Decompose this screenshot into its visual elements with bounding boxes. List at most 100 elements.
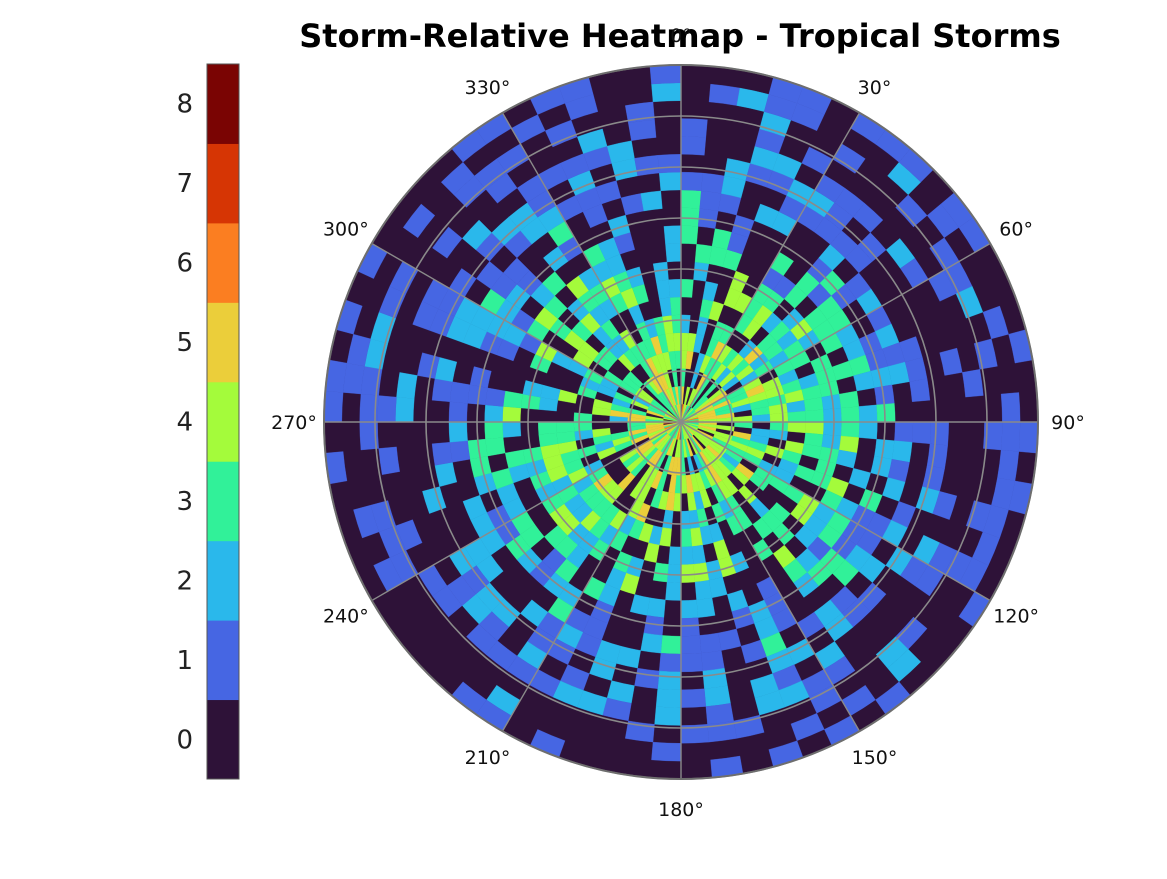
heatmap-cell: [449, 440, 471, 463]
heatmap-cell: [876, 403, 896, 423]
heatmap-cell: [665, 581, 682, 601]
heatmap-cell: [740, 639, 767, 664]
heatmap-cell: [839, 390, 859, 409]
heatmap-cell: [395, 396, 415, 423]
colorbar-frame: [206, 63, 240, 780]
heatmap-cell: [657, 670, 682, 690]
heatmap-cell: [805, 409, 824, 423]
heatmap-cell: [668, 546, 682, 565]
heatmap-cell: [702, 281, 719, 302]
heatmap-cell: [894, 421, 914, 443]
colorbar-tick-label: 8: [176, 90, 193, 120]
heatmap-cell: [680, 688, 707, 708]
polar-grid-spoke: [680, 421, 991, 602]
heatmap-cell: [652, 562, 669, 583]
angle-label: 180°: [658, 799, 704, 821]
heatmap-cell: [680, 279, 694, 298]
heatmap-cell: [694, 580, 713, 600]
heatmap-cell: [449, 381, 471, 404]
heatmap-cell: [805, 421, 824, 435]
heatmap-cell: [555, 421, 575, 434]
heatmap-cell: [973, 338, 998, 370]
heatmap-cell: [704, 685, 731, 707]
heatmap-cell: [502, 406, 522, 423]
heatmap-cell: [1000, 392, 1021, 423]
colorbar-segment: [207, 302, 239, 383]
heatmap-cell: [680, 546, 694, 565]
heatmap-cell: [651, 741, 682, 762]
heatmap-cell: [823, 421, 842, 437]
heatmap-cell: [705, 703, 734, 725]
colorbar: 0 1 2 3 4 5 6 7 8: [176, 63, 240, 780]
heatmap-cell: [680, 617, 700, 637]
heatmap-cell: [640, 190, 663, 212]
heatmap-cell: [680, 189, 702, 209]
angle-label: 30°: [858, 77, 892, 99]
angle-label: 60°: [999, 219, 1033, 241]
angle-label: 270°: [271, 412, 317, 434]
colorbar-segment: [207, 540, 239, 621]
polar-grid-spoke: [371, 421, 682, 602]
heatmap-cell: [659, 171, 682, 191]
heatmap-cell: [680, 118, 708, 138]
heatmap-cell: [929, 421, 949, 446]
heatmap-cell: [573, 412, 593, 423]
heatmap-cell: [926, 443, 948, 469]
heatmap-cell: [484, 404, 504, 423]
heatmap-cell: [666, 564, 682, 583]
polar-grid-spoke: [680, 242, 991, 423]
heatmap-cell: [655, 688, 682, 708]
heatmap-cell: [912, 421, 932, 444]
heatmap-cell: [701, 172, 725, 194]
heatmap-cell: [485, 437, 506, 457]
heatmap-cell: [680, 314, 691, 334]
heatmap-cell: [702, 667, 728, 689]
angle-labels: 0° 30° 60° 90° 120° 150° 180° 210° 240° 270° 300° 3…: [271, 25, 1085, 821]
heatmap-cell: [431, 442, 453, 466]
heatmap-cell: [628, 119, 657, 141]
heatmap-cell: [448, 401, 468, 423]
heatmap-cell: [680, 207, 700, 227]
colorbar-segment: [207, 143, 239, 224]
heatmap-cell: [699, 190, 722, 212]
angle-label: 0°: [670, 25, 692, 47]
heatmap-cell: [660, 635, 682, 655]
heatmap-cell: [914, 564, 945, 597]
polar-outer-frame: [323, 64, 1039, 780]
heatmap-cell: [909, 378, 931, 402]
angle-label: 150°: [852, 747, 898, 769]
heatmap-cell: [378, 446, 400, 475]
colorbar-segment: [207, 620, 239, 701]
colorbar-tick-label: 0: [176, 725, 193, 755]
heatmap-cell: [749, 472, 769, 492]
polar-grid-spoke: [501, 112, 682, 423]
heatmap-cell: [432, 226, 463, 259]
heatmap-cell: [680, 635, 702, 655]
heatmap-cell: [651, 82, 682, 103]
heatmap-cell: [840, 421, 860, 438]
heatmap-cell: [708, 83, 741, 106]
polar-grid-spoke: [371, 242, 682, 423]
heatmap-cell: [485, 387, 506, 407]
heatmap-cell: [573, 421, 593, 432]
heatmap-cell: [858, 404, 878, 423]
heatmap-cell: [1000, 421, 1021, 452]
heatmap-cell: [668, 279, 682, 298]
heatmap-cell: [726, 514, 744, 536]
heatmap-cell: [503, 390, 523, 409]
heatmap-cell: [640, 632, 663, 654]
polar-grid: [323, 64, 1039, 780]
colorbar-segment: [207, 64, 239, 144]
heatmap-cell: [891, 440, 913, 463]
heatmap-cell: [671, 314, 682, 334]
heatmap-cell: [696, 597, 716, 618]
heatmap-cell: [840, 406, 860, 423]
heatmap-cell: [665, 243, 682, 263]
heatmap-cell: [680, 510, 691, 530]
heatmap-cell: [484, 421, 504, 440]
colorbar-tick-label: 7: [176, 169, 193, 199]
heatmap-cell: [649, 64, 682, 85]
heatmap-cell: [787, 410, 807, 423]
heatmap-cell: [769, 412, 789, 423]
